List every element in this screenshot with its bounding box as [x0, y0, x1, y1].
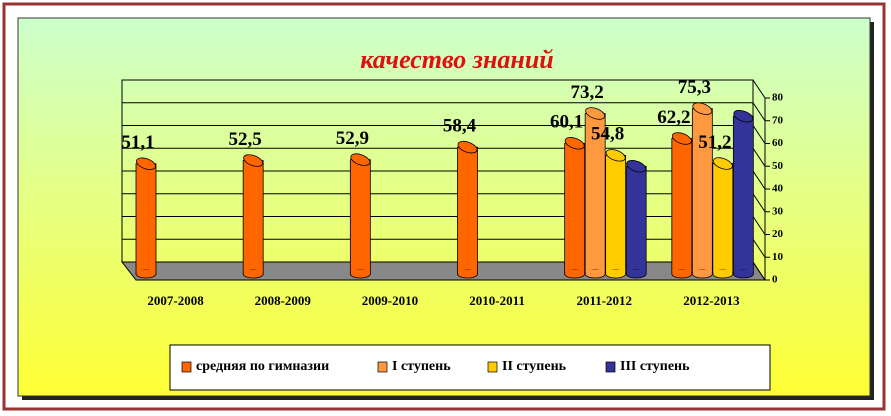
data-label: 54,8	[591, 124, 624, 145]
bar-part	[712, 157, 733, 170]
data-label: 73,2	[571, 82, 604, 103]
x-tick-label: 2012-2013	[683, 293, 740, 308]
bar	[625, 160, 647, 279]
y-tick-label: 40	[772, 183, 784, 195]
bar-part	[457, 146, 478, 275]
bar-part	[349, 159, 371, 275]
bar-part	[585, 107, 606, 120]
bar-part	[585, 270, 605, 274]
bar-part	[692, 270, 712, 274]
bar-part	[564, 137, 585, 150]
y-tick-label: 20	[772, 228, 784, 240]
bar-part	[626, 270, 646, 274]
x-tick-label: 2008-2009	[255, 293, 312, 308]
data-label: 75,3	[678, 77, 711, 98]
data-label: 60,1	[550, 112, 583, 133]
bar-part	[672, 270, 692, 274]
data-label: 52,9	[336, 128, 369, 149]
x-tick-label: 2009-2010	[362, 293, 418, 308]
floor	[120, 261, 766, 281]
bar	[135, 157, 157, 279]
bar-part	[136, 157, 156, 170]
x-tick-label: 2007-2008	[147, 293, 204, 308]
bar	[691, 102, 713, 279]
bar-part	[692, 102, 713, 115]
bar-part	[243, 154, 264, 167]
bar-part	[605, 154, 627, 275]
bar	[564, 137, 586, 279]
bar-part	[733, 109, 754, 123]
data-label: 52,5	[229, 129, 262, 150]
legend-marker	[377, 361, 388, 373]
bar-part	[242, 160, 264, 275]
bar-part	[458, 270, 477, 274]
grid-line	[122, 102, 766, 122]
bar-part	[712, 163, 734, 275]
data-label: 51,1	[121, 132, 154, 153]
bar-part	[732, 115, 754, 275]
legend-label: II ступень	[502, 359, 567, 374]
x-tick-label: 2010-2011	[469, 293, 525, 308]
bar	[584, 107, 606, 279]
legend-marker	[605, 361, 616, 373]
y-tick-label: 10	[772, 251, 784, 263]
y-tick-label: 60	[772, 137, 784, 149]
legend-label: III ступень	[620, 359, 690, 374]
bar-part	[671, 132, 692, 145]
bar	[732, 109, 754, 279]
bar	[457, 140, 478, 279]
bar-part	[243, 270, 263, 274]
bar-part	[733, 270, 753, 274]
y-tick-label: 30	[772, 205, 784, 217]
y-tick-label: 0	[772, 274, 778, 286]
y-tick-label: 80	[772, 92, 784, 104]
bar	[349, 153, 371, 279]
grid-line	[122, 79, 766, 99]
legend-marker	[181, 361, 192, 373]
legend-label: I ступень	[392, 359, 451, 374]
legend-label: средняя по гимназии	[196, 359, 329, 374]
bar	[712, 157, 734, 279]
data-label: 62,2	[657, 107, 690, 128]
data-label: 58,4	[443, 115, 477, 136]
bar-part	[671, 138, 693, 275]
bar-part	[625, 165, 647, 275]
bar-part	[350, 153, 371, 166]
chart-title: качество знаний	[360, 45, 554, 74]
bar-part	[136, 270, 156, 274]
bar	[605, 149, 627, 279]
data-label: 51,2	[698, 132, 731, 153]
bar	[242, 154, 264, 279]
bar-part	[606, 270, 626, 274]
bar-part	[713, 270, 733, 274]
bar-part	[350, 270, 370, 274]
bar-part	[605, 149, 626, 162]
bar-part	[626, 160, 647, 173]
bar-part	[135, 163, 157, 275]
bar-part	[457, 140, 478, 154]
legend-marker	[487, 361, 498, 373]
y-tick-label: 70	[772, 114, 784, 126]
bar-part	[565, 270, 585, 274]
y-tick-label: 50	[772, 160, 784, 172]
bar	[671, 132, 693, 279]
legend-box	[169, 344, 771, 391]
bar-part	[564, 142, 586, 275]
x-tick-label: 2011-2012	[576, 293, 632, 308]
